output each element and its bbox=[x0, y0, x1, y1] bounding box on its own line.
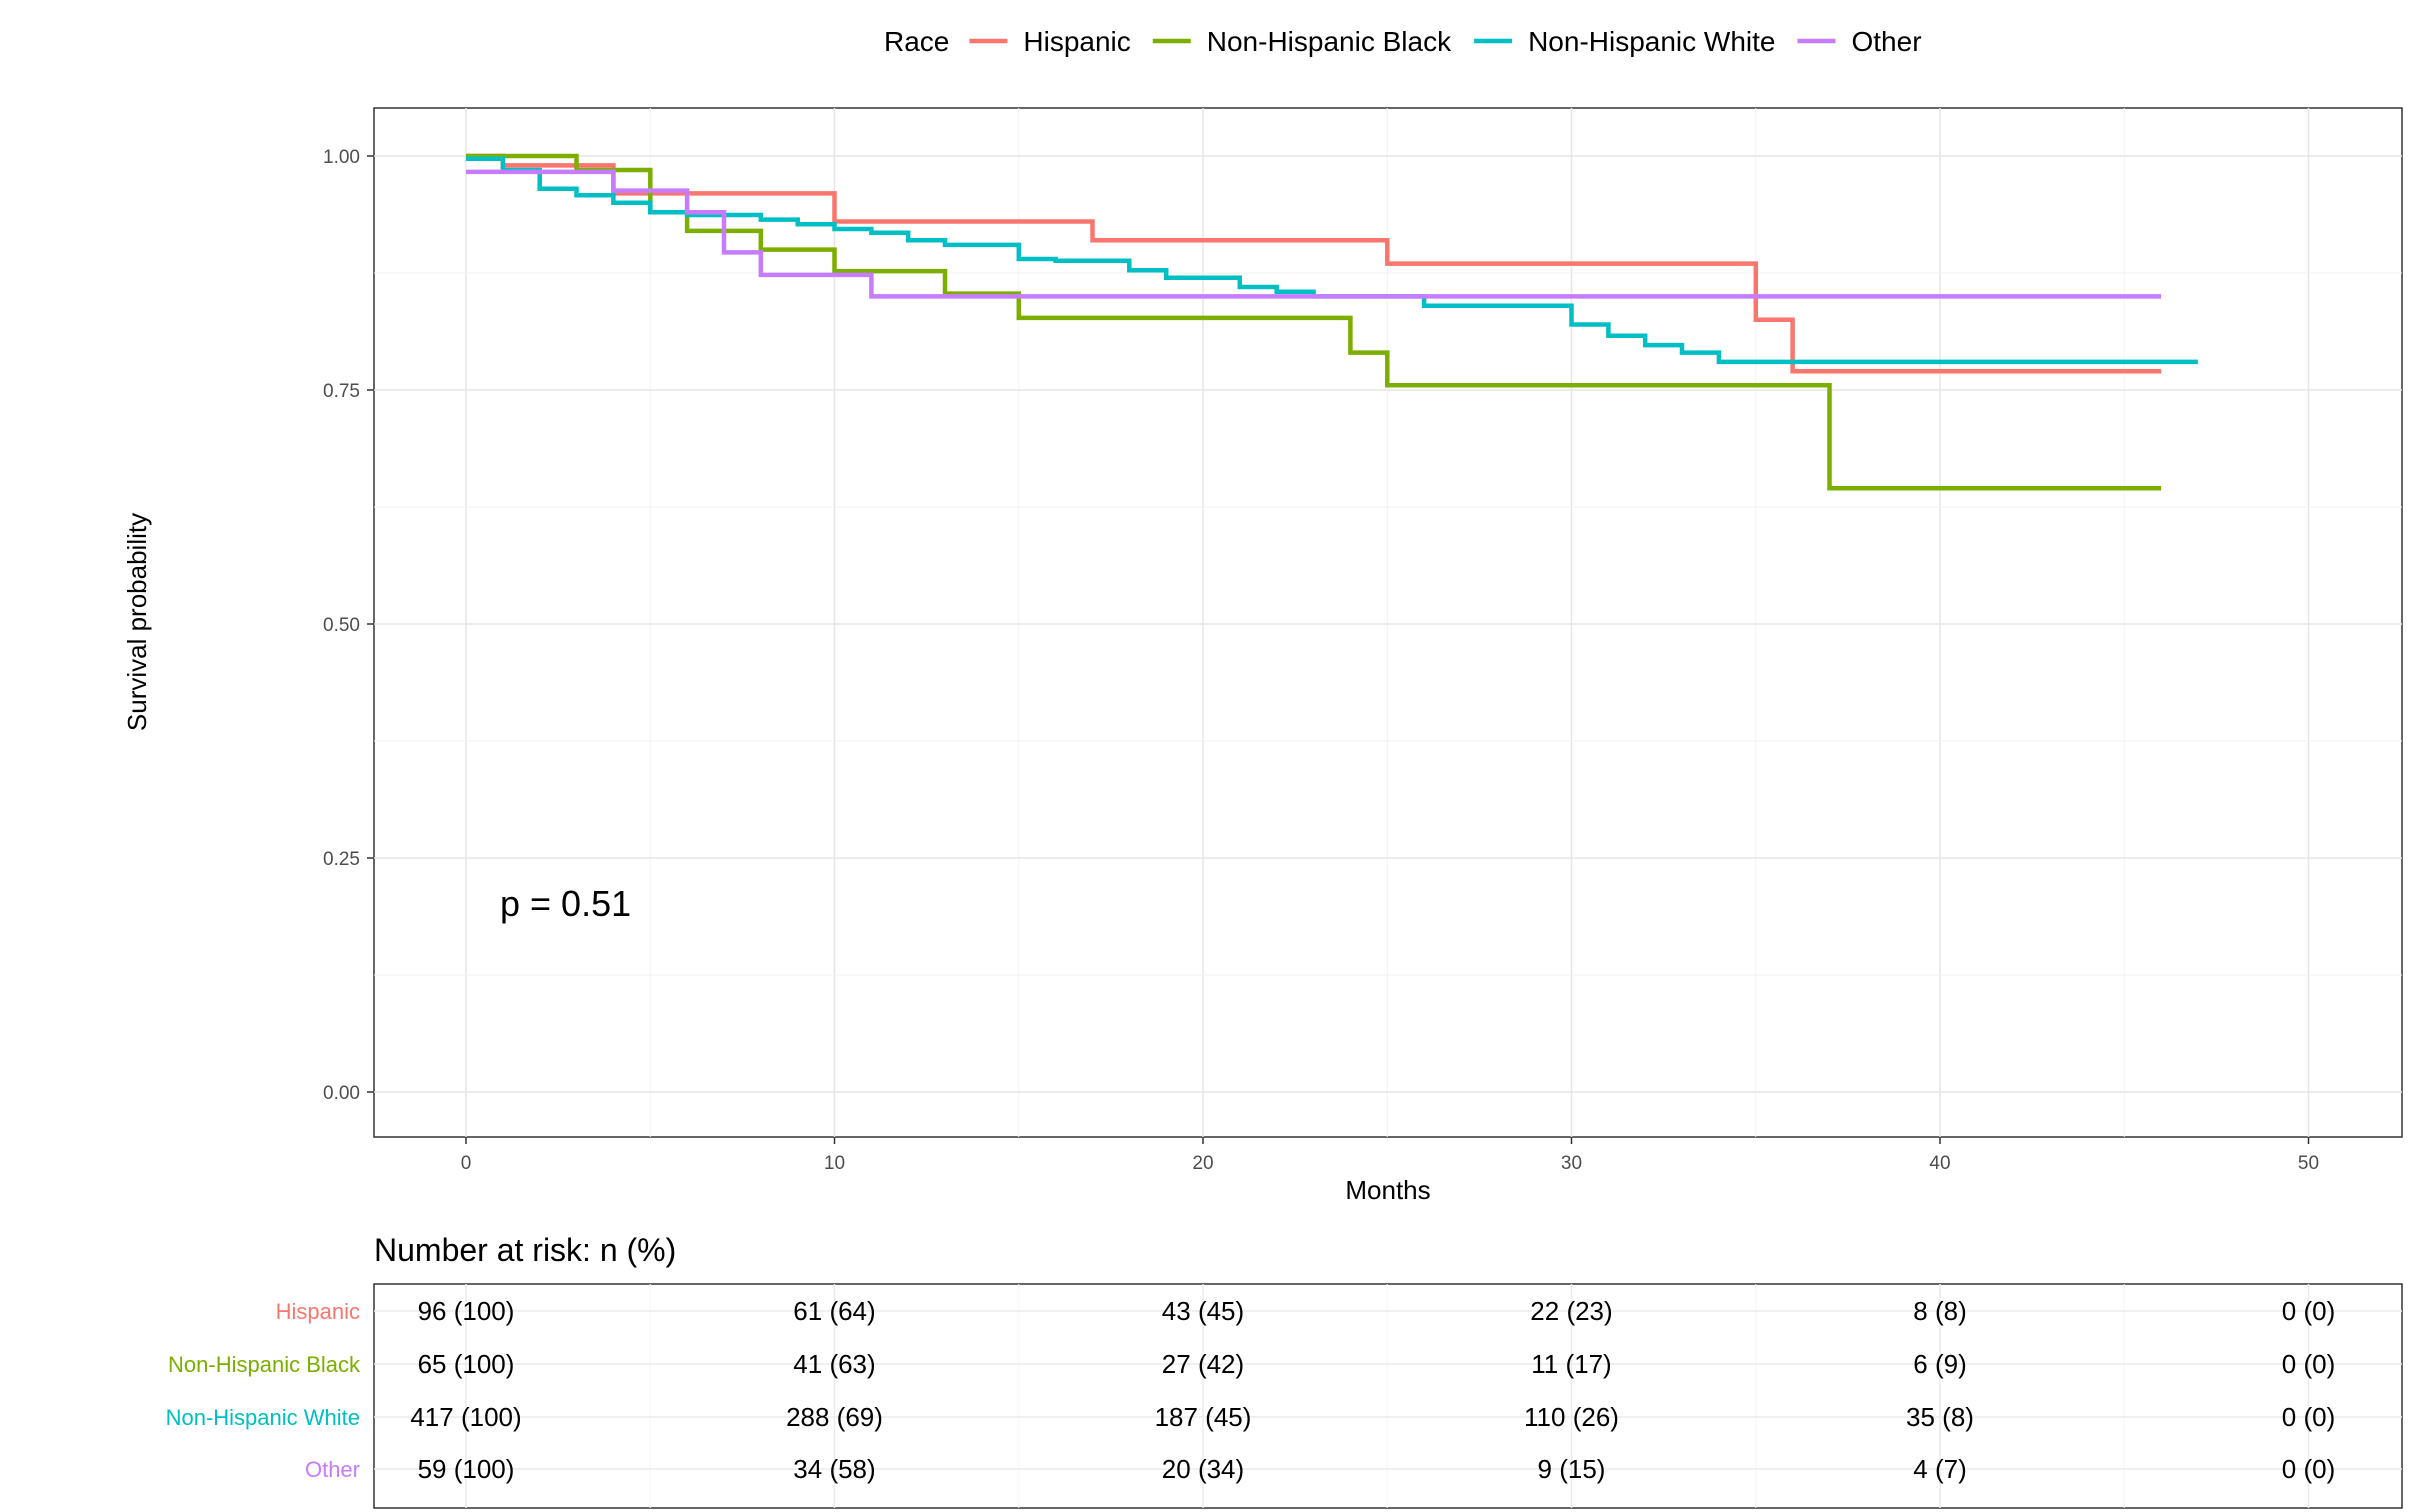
risk-cell: 187 (45) bbox=[1155, 1402, 1252, 1432]
y-axis: 0.00 0.25 0.50 0.75 1.00 bbox=[323, 147, 374, 1104]
risk-cell: 22 (23) bbox=[1530, 1296, 1612, 1326]
risk-cell: 288 (69) bbox=[786, 1402, 883, 1432]
risk-cell: 96 (100) bbox=[418, 1296, 515, 1326]
p-value-annotation: p = 0.51 bbox=[500, 883, 631, 924]
risk-cell: 27 (42) bbox=[1162, 1349, 1244, 1379]
y-tick-label: 0.50 bbox=[323, 615, 360, 636]
risk-table-grid bbox=[374, 1284, 2402, 1508]
x-tick-label: 50 bbox=[2298, 1153, 2319, 1174]
risk-table-panel bbox=[373, 1283, 2403, 1509]
risk-row-label: Other bbox=[305, 1457, 360, 1482]
risk-row-label: Non-Hispanic Black bbox=[168, 1352, 361, 1377]
x-tick-label: 20 bbox=[1192, 1153, 1213, 1174]
risk-cell: 0 (0) bbox=[2282, 1349, 2335, 1379]
risk-cell: 0 (0) bbox=[2282, 1402, 2335, 1432]
risk-cell: 8 (8) bbox=[1913, 1296, 1966, 1326]
survival-curves bbox=[466, 153, 2198, 491]
y-tick-label: 0.75 bbox=[323, 381, 360, 402]
y-tick-label: 1.00 bbox=[323, 147, 360, 168]
risk-cell: 417 (100) bbox=[410, 1402, 521, 1432]
risk-cell: 0 (0) bbox=[2282, 1296, 2335, 1326]
risk-cell: 43 (45) bbox=[1162, 1296, 1244, 1326]
x-tick-label: 0 bbox=[461, 1153, 472, 1174]
risk-cell: 11 (17) bbox=[1531, 1349, 1611, 1379]
y-tick-label: 0.00 bbox=[323, 1083, 360, 1104]
risk-table: Hispanic 96 (100) 61 (64) 43 (45) 22 (23) 8 (… bbox=[166, 1296, 2336, 1484]
risk-cell: 4 (7) bbox=[1913, 1454, 1966, 1484]
x-axis-label: Months bbox=[1345, 1175, 1430, 1205]
risk-cell: 65 (100) bbox=[418, 1349, 515, 1379]
legend-label-hispanic: Hispanic bbox=[1023, 26, 1130, 57]
x-tick-label: 30 bbox=[1561, 1153, 1582, 1174]
legend-label-non-hispanic-white: Non-Hispanic White bbox=[1528, 26, 1775, 57]
risk-cell: 61 (64) bbox=[793, 1296, 875, 1326]
risk-cell: 41 (63) bbox=[793, 1349, 875, 1379]
legend-label-other: Other bbox=[1852, 26, 1922, 57]
risk-cell: 34 (58) bbox=[793, 1454, 875, 1484]
risk-cell: 35 (8) bbox=[1906, 1402, 1974, 1432]
risk-cell: 9 (15) bbox=[1538, 1454, 1606, 1484]
risk-cell: 0 (0) bbox=[2282, 1454, 2335, 1484]
curve-non-hispanic-white bbox=[466, 156, 2198, 365]
plot-panel bbox=[373, 107, 2403, 1138]
y-tick-label: 0.25 bbox=[323, 849, 360, 870]
risk-cell: 59 (100) bbox=[418, 1454, 515, 1484]
legend-label-non-hispanic-black: Non-Hispanic Black bbox=[1207, 26, 1452, 57]
risk-cell: 20 (34) bbox=[1162, 1454, 1244, 1484]
x-tick-label: 40 bbox=[1929, 1153, 1950, 1174]
legend-title: Race bbox=[884, 26, 949, 57]
x-axis: 0 10 20 30 40 50 bbox=[461, 1137, 2319, 1174]
legend: Race Hispanic Non-Hispanic Black Non-Hispa… bbox=[884, 26, 1922, 57]
curve-other bbox=[466, 169, 2162, 299]
risk-table-title: Number at risk: n (%) bbox=[374, 1232, 676, 1268]
curve-hispanic bbox=[466, 153, 2162, 374]
risk-row-label: Hispanic bbox=[276, 1299, 360, 1324]
risk-cell: 110 (26) bbox=[1524, 1402, 1619, 1432]
y-axis-label: Survival probability bbox=[122, 513, 152, 731]
x-tick-label: 10 bbox=[824, 1153, 845, 1174]
risk-row-label: Non-Hispanic White bbox=[166, 1405, 360, 1430]
risk-cell: 6 (9) bbox=[1913, 1349, 1966, 1379]
